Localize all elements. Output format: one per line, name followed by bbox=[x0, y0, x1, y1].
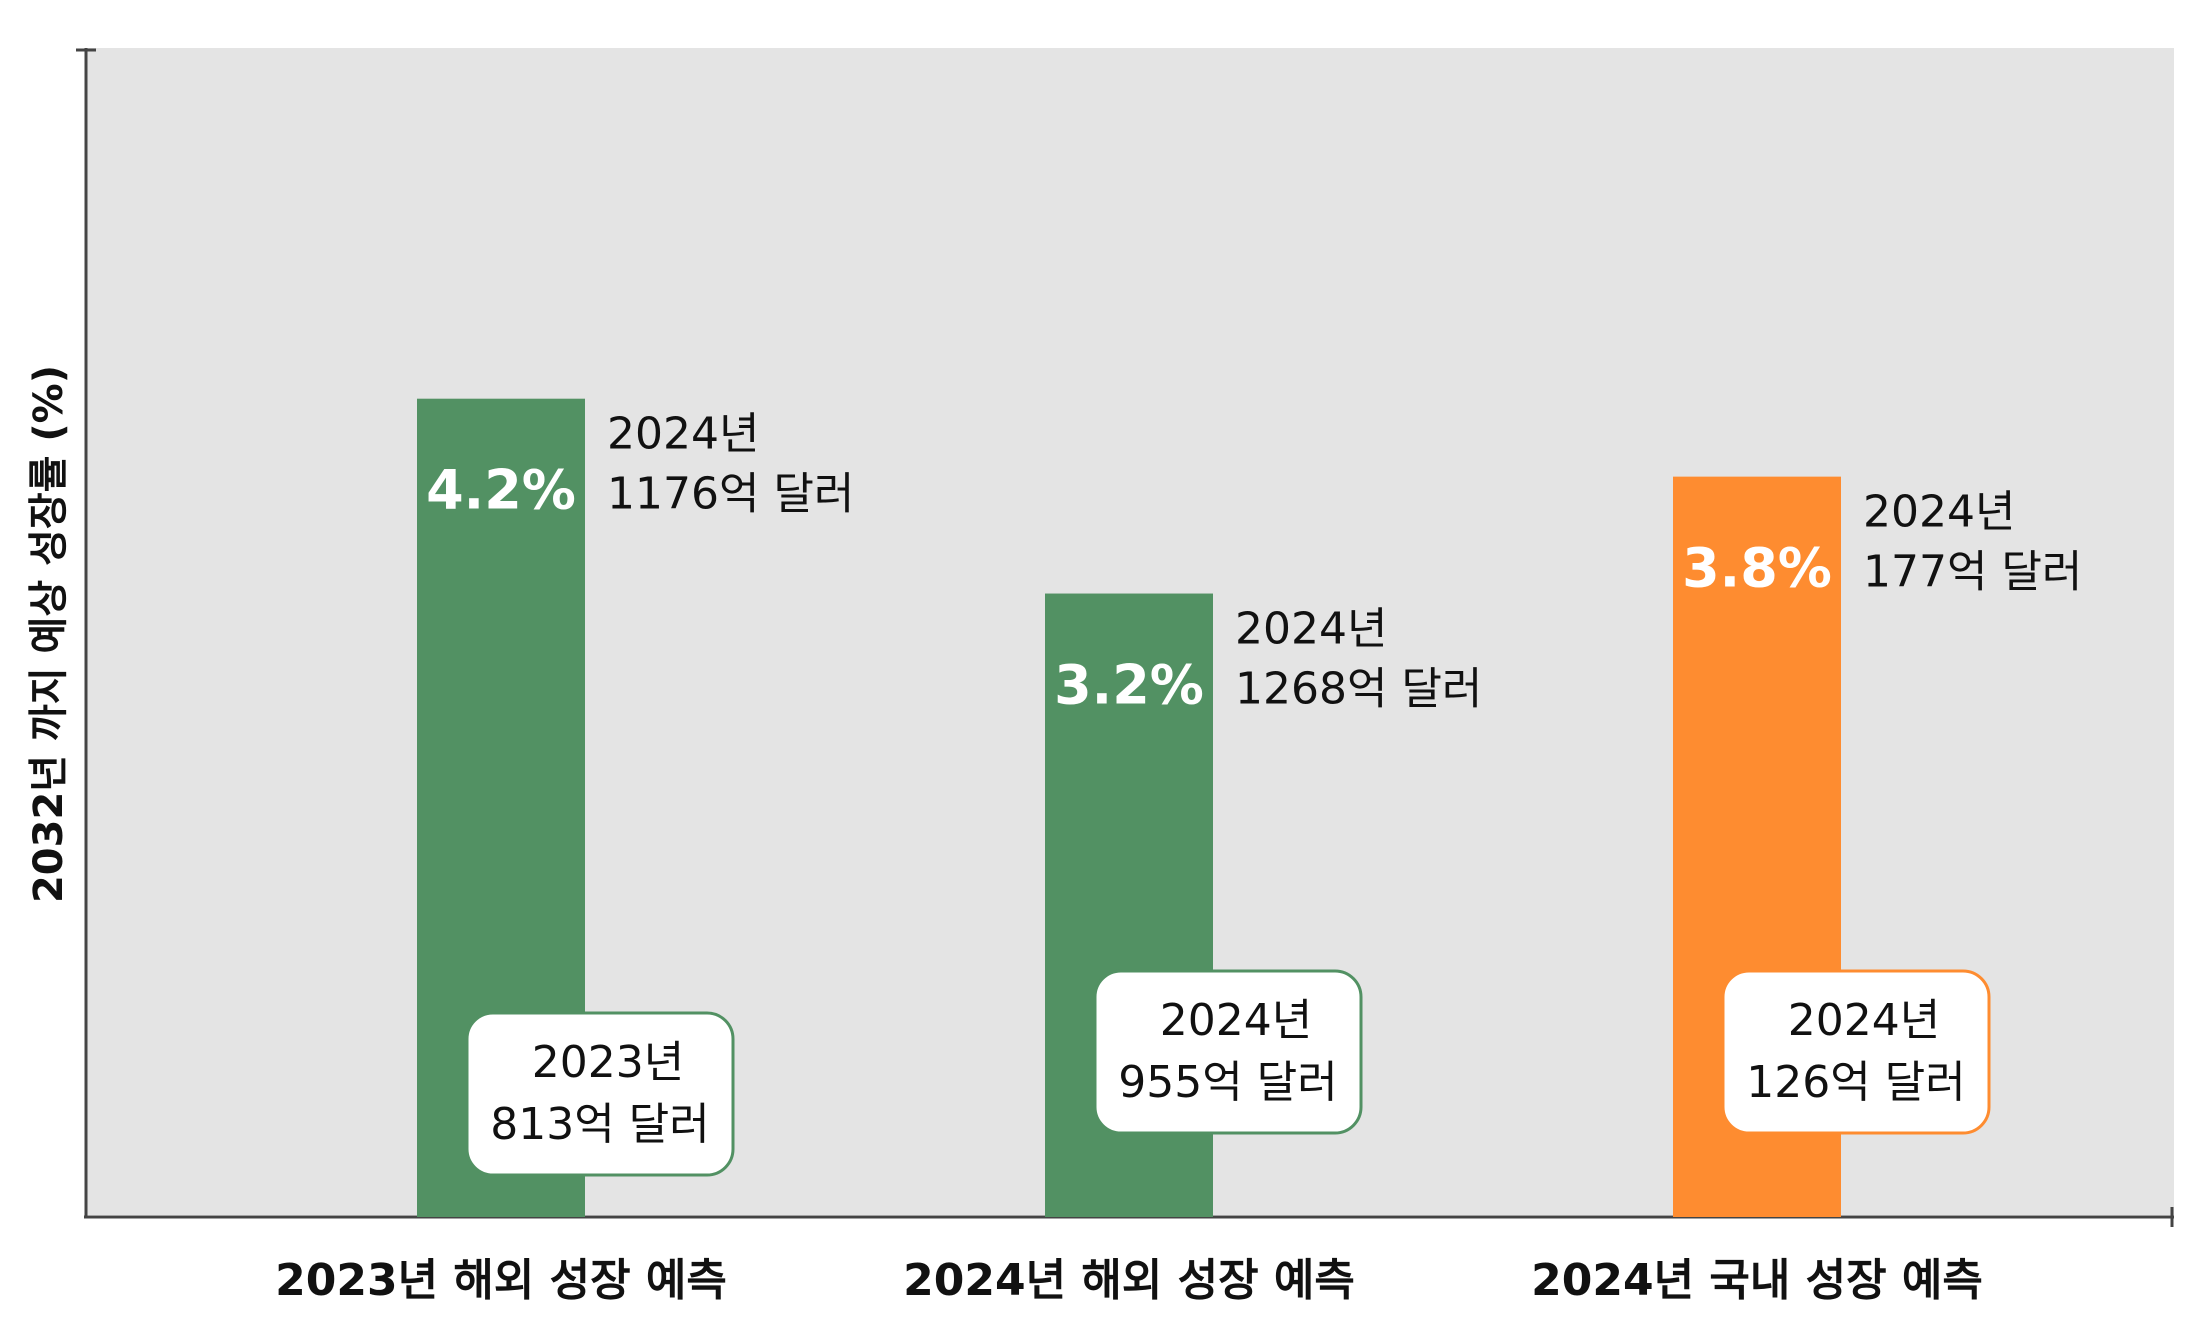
annotation-box-year: 2024년 bbox=[1160, 995, 1312, 1046]
bar-value-label: 3.8% bbox=[1682, 537, 1832, 600]
annotation-box-amount: 955억 달러 bbox=[1118, 1057, 1337, 1108]
annotation-box bbox=[465, 1011, 735, 1177]
annotation-box bbox=[1721, 969, 1991, 1135]
bar-value-label: 3.2% bbox=[1054, 654, 1204, 717]
annotation-amount: 1176억 달러 bbox=[607, 469, 854, 520]
annotation-box-amount: 813억 달러 bbox=[490, 1099, 709, 1150]
annotation-amount: 1268억 달러 bbox=[1235, 664, 1482, 715]
annotation-box-year: 2024년 bbox=[1788, 995, 1940, 1046]
x-tick-label: 2023년 해외 성장 예측 bbox=[275, 1255, 727, 1306]
annotation-box-amount: 126억 달러 bbox=[1746, 1057, 1965, 1108]
annotation-year: 2024년 bbox=[607, 409, 759, 460]
chart-marks: 4.2% 2024년 1176억 달러 2023년 813억 달러 2023년 해외 성장… bbox=[275, 398, 2082, 1306]
annotation-amount: 177억 달러 bbox=[1863, 547, 2082, 598]
annotation-year: 2024년 bbox=[1863, 487, 2015, 538]
bar-value-label: 4.2% bbox=[426, 459, 576, 522]
annotation-box-year: 2023년 bbox=[532, 1037, 684, 1088]
x-tick-label: 2024년 국내 성장 예측 bbox=[1531, 1255, 1983, 1306]
y-axis-label: 2032년 까지 예상 성장률 (%) bbox=[26, 365, 72, 903]
annotation-year: 2024년 bbox=[1235, 604, 1387, 655]
x-tick-label: 2024년 해외 성장 예측 bbox=[903, 1255, 1355, 1306]
annotation-box bbox=[1093, 969, 1363, 1135]
